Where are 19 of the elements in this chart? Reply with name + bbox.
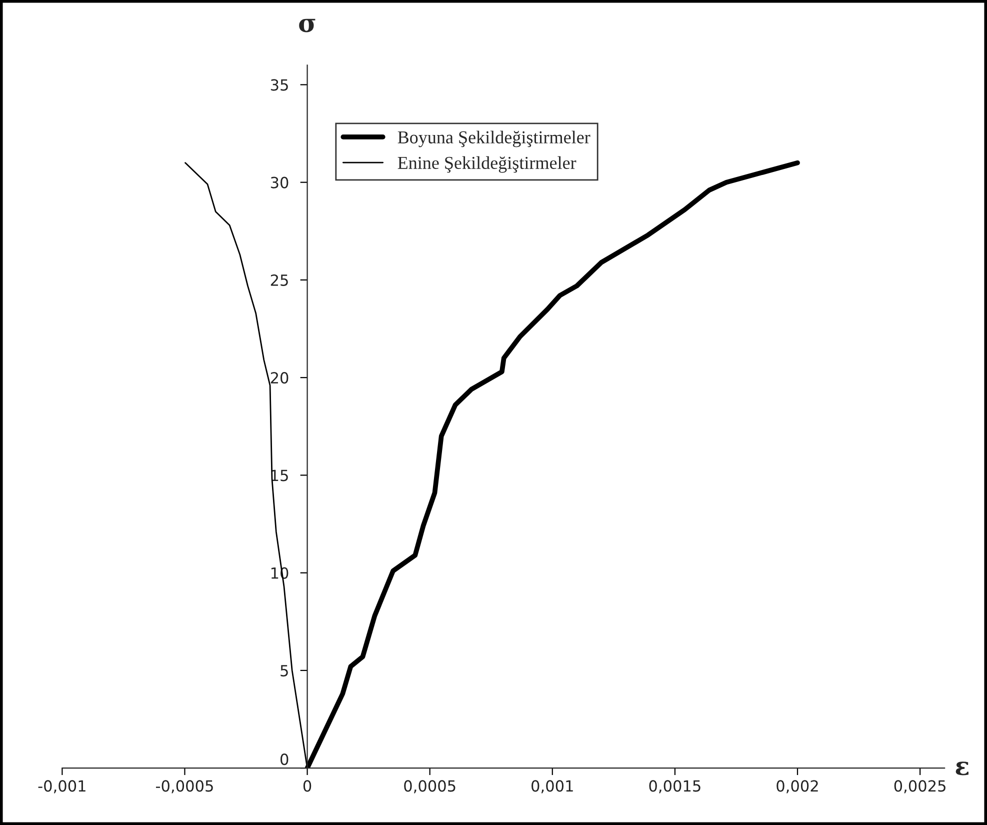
x-tick-label: 0	[303, 780, 312, 792]
y-tick-label: 30	[270, 176, 288, 188]
x-tick-label: -0,001	[38, 780, 86, 794]
y-tick-label: 20	[270, 372, 288, 384]
x-tick-label: 0,0015	[649, 780, 700, 794]
y-tick-label: 35	[270, 79, 288, 91]
legend-label: Enine Şekildeğiştirmeler	[398, 156, 576, 173]
y-tick-label: 25	[270, 274, 288, 286]
y-axis-title: σ	[299, 18, 316, 32]
x-tick-label: 0,002	[776, 780, 818, 794]
y-tick-label: 15	[271, 470, 288, 482]
y-tick-label: 0	[280, 754, 288, 766]
x-axis-title: ε	[956, 762, 968, 776]
x-tick-label: 0,0025	[894, 780, 946, 794]
x-tick-label: 0,0005	[404, 780, 456, 794]
legend-label: Boyuna Şekildeğiştirmeler	[398, 130, 590, 148]
x-tick-label: 0,001	[532, 780, 573, 794]
y-tick-label: 5	[280, 665, 288, 676]
x-tick-label: -0,0005	[156, 780, 213, 794]
